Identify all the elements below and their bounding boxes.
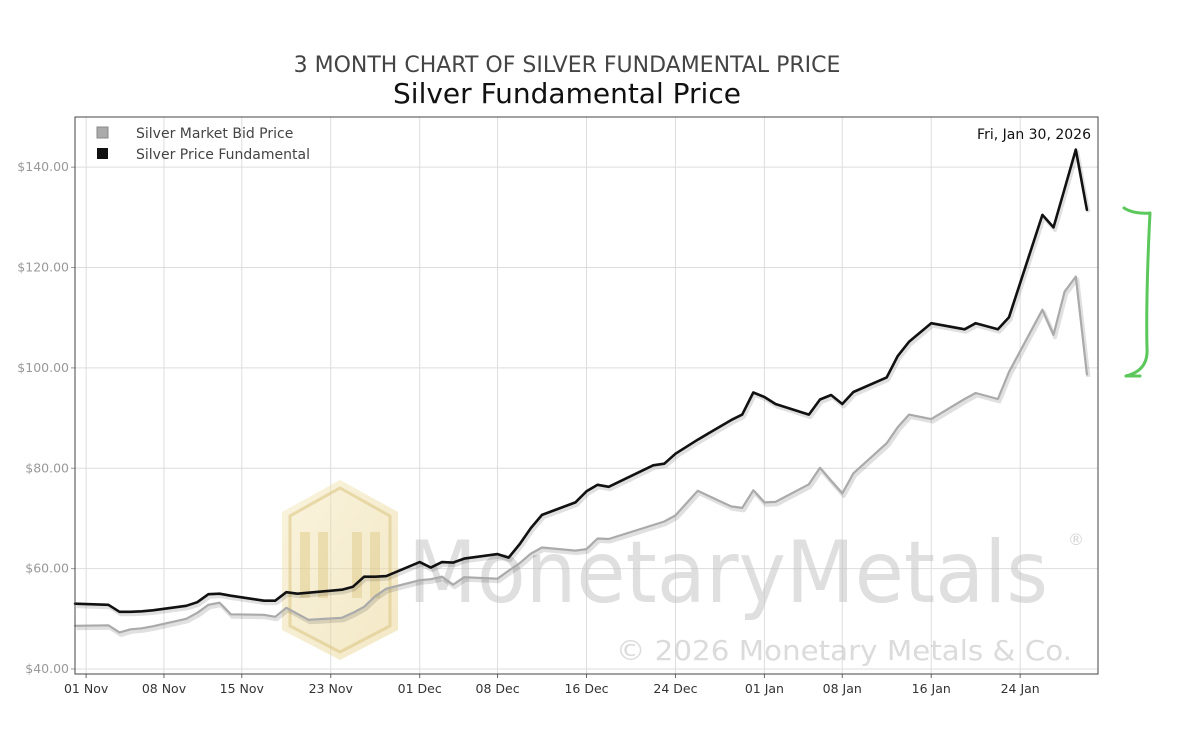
- x-tick-label: 01 Dec: [398, 681, 442, 696]
- watermark-logo-bar: [352, 532, 362, 598]
- x-tick-label: 08 Dec: [476, 681, 520, 696]
- watermark-logo: [282, 480, 398, 660]
- x-tick-label: 01 Nov: [64, 681, 109, 696]
- y-tick-label: $100.00: [17, 360, 69, 375]
- legend: Silver Market Bid Price Silver Price Fun…: [96, 126, 310, 163]
- watermark-registered: ®: [1068, 530, 1084, 549]
- x-tick-label: 01 Jan: [745, 681, 784, 696]
- watermark-logo-bar: [318, 532, 328, 598]
- series-shadow-bid: [76, 277, 1091, 637]
- legend-label-bid: Silver Market Bid Price: [136, 126, 293, 142]
- series-layer: [73, 148, 1091, 637]
- watermark-logo-bar: [300, 532, 310, 598]
- grid-layer: $40.00 $60.00 $80.00 $100.00 $120.00 $140.00 0…: [17, 117, 1098, 696]
- x-tick-label: 15 Nov: [220, 681, 265, 696]
- legend-swatch-fundamental: [97, 148, 108, 159]
- y-tick-label: $60.00: [25, 561, 69, 576]
- series-line-fundamental: [73, 148, 1089, 614]
- x-tick-label: 16 Dec: [564, 681, 608, 696]
- y-tick-label: $40.00: [25, 661, 69, 676]
- watermark-logo-bar: [370, 532, 380, 598]
- y-tick-label: $80.00: [25, 460, 69, 475]
- date-label: Fri, Jan 30, 2026: [977, 127, 1091, 143]
- x-tick-label: 16 Jan: [912, 681, 951, 696]
- x-tick-label: 08 Jan: [823, 681, 862, 696]
- legend-label-fundamental: Silver Price Fundamental: [136, 147, 310, 163]
- watermark-copyright: © 2026 Monetary Metals & Co.: [616, 634, 1072, 667]
- x-tick-label: 24 Jan: [1001, 681, 1040, 696]
- x-tick-label: 08 Nov: [142, 681, 187, 696]
- chart-title: Silver Fundamental Price: [393, 77, 741, 110]
- series-shadow-fundamental: [76, 150, 1091, 617]
- legend-swatch-bid: [96, 126, 109, 139]
- watermark: MonetaryMetals ® © 2026 Monetary Metals …: [282, 480, 1084, 667]
- watermark-text: MonetaryMetals: [408, 523, 1048, 623]
- series-line-bid: [73, 275, 1089, 634]
- watermark-logo-outline: [288, 486, 392, 654]
- chart-suptitle: 3 MONTH CHART OF SILVER FUNDAMENTAL PRIC…: [294, 53, 841, 78]
- annotation-bracket: [1122, 206, 1152, 378]
- x-tick-label: 23 Nov: [309, 681, 354, 696]
- x-tick-label: 24 Dec: [653, 681, 697, 696]
- y-tick-label: $120.00: [17, 260, 69, 275]
- y-tick-label: $140.00: [17, 159, 69, 174]
- plot-border: [74, 116, 1099, 675]
